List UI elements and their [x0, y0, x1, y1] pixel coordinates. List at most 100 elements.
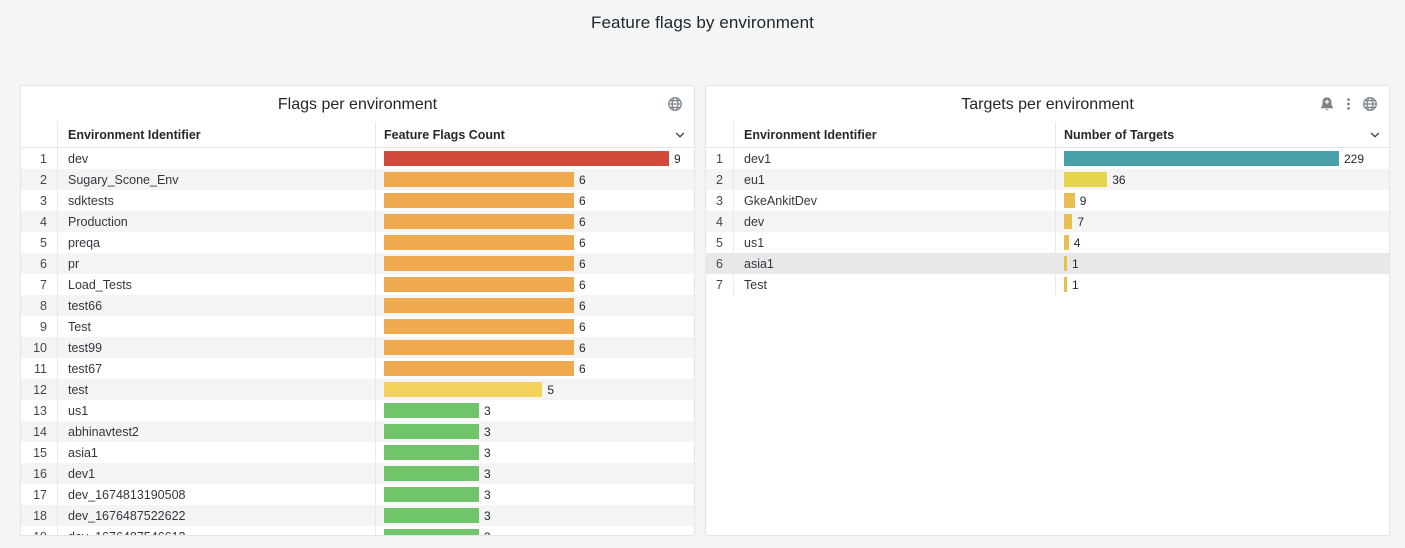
table-row: 13 us1 3 — [21, 400, 694, 421]
table-row: 9 Test 6 — [21, 316, 694, 337]
value-label: 6 — [579, 319, 586, 334]
environment-name: us1 — [734, 232, 1056, 253]
environment-name: Sugary_Scone_Env — [58, 169, 376, 190]
row-number: 1 — [21, 148, 58, 169]
bar-cell: 7 — [1056, 214, 1389, 229]
value-label: 6 — [579, 235, 586, 250]
value-bar — [384, 235, 574, 250]
table-row: 1 dev1 229 — [706, 148, 1389, 169]
row-number: 8 — [21, 295, 58, 316]
row-number: 18 — [21, 505, 58, 526]
table-row: 7 Test 1 — [706, 274, 1389, 295]
value-label: 3 — [484, 424, 491, 439]
chevron-down-icon[interactable] — [1369, 129, 1381, 141]
bar-cell: 9 — [1056, 193, 1389, 208]
globe-icon[interactable] — [1362, 96, 1378, 112]
value-label: 3 — [484, 403, 491, 418]
value-bar — [384, 193, 574, 208]
table-row: 6 asia1 1 — [706, 253, 1389, 274]
table-row: 17 dev_1674813190508 3 — [21, 484, 694, 505]
environment-name: pr — [58, 253, 376, 274]
row-number: 2 — [21, 169, 58, 190]
environment-name: GkeAnkitDev — [734, 190, 1056, 211]
table-row: 10 test99 6 — [21, 337, 694, 358]
value-bar — [384, 529, 479, 535]
value-bar — [1064, 256, 1067, 271]
table-row: 11 test67 6 — [21, 358, 694, 379]
environment-name: test99 — [58, 337, 376, 358]
bar-cell: 5 — [376, 382, 694, 397]
environment-name: abhinavtest2 — [58, 421, 376, 442]
kebab-menu-icon[interactable] — [1346, 96, 1351, 112]
value-bar — [384, 445, 479, 460]
panel-title[interactable]: Targets per environment — [961, 96, 1134, 113]
value-label: 6 — [579, 361, 586, 376]
bar-cell: 6 — [376, 340, 694, 355]
column-header-targets[interactable]: Number of Targets — [1064, 127, 1175, 142]
bar-cell: 3 — [376, 487, 694, 502]
row-number: 7 — [706, 274, 734, 295]
value-bar — [384, 151, 669, 166]
bar-cell: 3 — [376, 508, 694, 523]
table-row: 4 dev 7 — [706, 211, 1389, 232]
bar-cell: 3 — [376, 529, 694, 535]
value-label: 3 — [484, 445, 491, 460]
table-row: 5 us1 4 — [706, 232, 1389, 253]
row-number: 1 — [706, 148, 734, 169]
panel-header: Targets per environment — [706, 86, 1389, 122]
table-row: 3 sdktests 6 — [21, 190, 694, 211]
row-number: 5 — [706, 232, 734, 253]
chevron-down-icon[interactable] — [674, 129, 686, 141]
row-number: 15 — [21, 442, 58, 463]
create-alert-bell-icon[interactable] — [1319, 96, 1335, 112]
value-bar — [384, 361, 574, 376]
value-label: 6 — [579, 298, 586, 313]
environment-name: test66 — [58, 295, 376, 316]
row-number: 2 — [706, 169, 734, 190]
column-header-count[interactable]: Feature Flags Count — [384, 127, 505, 142]
value-label: 9 — [674, 151, 681, 166]
value-label: 6 — [579, 172, 586, 187]
row-number: 13 — [21, 400, 58, 421]
bar-cell: 6 — [376, 319, 694, 334]
value-bar — [384, 214, 574, 229]
environment-name: Test — [58, 316, 376, 337]
panel-header: Flags per environment — [21, 86, 694, 122]
value-label: 6 — [579, 193, 586, 208]
value-label: 5 — [547, 382, 555, 397]
bar-cell: 6 — [376, 172, 694, 187]
row-number: 17 — [21, 484, 58, 505]
table-body: 1 dev1 229 2 eu1 36 3 GkeAnkitDev 9 4 dev 7 5 us1 4 6 as… — [706, 148, 1389, 295]
bar-cell: 9 — [376, 151, 694, 166]
column-header-environment[interactable]: Environment Identifier — [734, 122, 1056, 147]
environment-name: asia1 — [734, 253, 1056, 274]
environment-name: preqa — [58, 232, 376, 253]
value-label: 6 — [579, 340, 586, 355]
row-number: 9 — [21, 316, 58, 337]
bar-cell: 1 — [1056, 256, 1389, 271]
value-label: 6 — [579, 256, 586, 271]
panel-title[interactable]: Flags per environment — [277, 96, 438, 113]
environment-name: dev — [734, 211, 1056, 232]
row-number: 19 — [21, 526, 58, 535]
column-header-environment[interactable]: Environment Identifier — [58, 122, 376, 147]
bar-cell: 6 — [376, 193, 694, 208]
value-label: 6 — [579, 277, 586, 292]
panel-targets-per-environment: Targets per environment — [705, 85, 1390, 536]
row-number: 7 — [21, 274, 58, 295]
environment-name: test67 — [58, 358, 376, 379]
value-label: 3 — [484, 508, 491, 523]
bar-cell: 6 — [376, 214, 694, 229]
environment-name: dev — [58, 148, 376, 169]
table-row: 19dev_1676487546612 3 — [21, 526, 694, 535]
value-bar — [384, 277, 574, 292]
environment-name: Test — [734, 274, 1056, 295]
environment-name: eu1 — [734, 169, 1056, 190]
environment-name: dev_1676487546612 — [58, 526, 376, 535]
value-label: 6 — [579, 214, 586, 229]
table-row: 5 preqa 6 — [21, 232, 694, 253]
row-number: 12 — [21, 379, 58, 400]
environment-name: Production — [58, 211, 376, 232]
value-bar — [384, 298, 574, 313]
globe-icon[interactable] — [667, 96, 683, 112]
